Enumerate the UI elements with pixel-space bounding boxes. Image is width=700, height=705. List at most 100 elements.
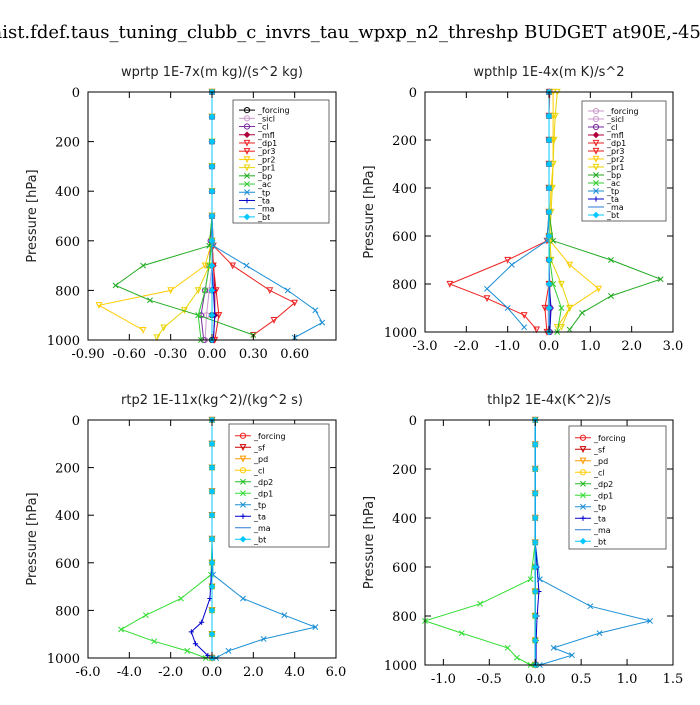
legend-label: _ma bbox=[606, 203, 624, 212]
y-tick-label: 1000 bbox=[47, 652, 80, 667]
legend-label: _pr1 bbox=[606, 163, 624, 172]
legend-marker bbox=[593, 172, 599, 178]
data-point bbox=[531, 441, 539, 448]
y-tick-label: 600 bbox=[392, 561, 417, 576]
legend: _forcing _sf _pd _cl _dp2 _dp1 _tp _ta _ma _bt bbox=[228, 423, 330, 548]
data-point bbox=[504, 305, 511, 311]
legend-marker bbox=[240, 501, 246, 508]
y-tick-label: 400 bbox=[55, 185, 80, 200]
legend-marker bbox=[239, 444, 247, 451]
legend-label: _ac bbox=[606, 179, 620, 188]
y-tick-label: 200 bbox=[392, 463, 417, 478]
legend-item: _pr2 bbox=[239, 155, 275, 164]
legend-label: _dp1 bbox=[257, 139, 277, 148]
legend-label: _pd bbox=[593, 457, 608, 466]
data-point bbox=[595, 285, 603, 293]
data-point bbox=[112, 282, 119, 289]
x-tick-label: 1.0 bbox=[580, 339, 601, 354]
data-point bbox=[281, 612, 288, 619]
legend-marker bbox=[243, 131, 251, 139]
legend-item: _bt bbox=[239, 213, 270, 222]
x-tick-label: 0.0 bbox=[525, 672, 546, 687]
legend-item: _tp bbox=[235, 501, 266, 510]
x-tick-label: -2.0 bbox=[158, 665, 183, 680]
data-point bbox=[208, 163, 216, 170]
legend-label: _ma bbox=[257, 205, 275, 214]
legend-label: _forcing bbox=[593, 434, 626, 443]
legend-marker bbox=[592, 107, 600, 115]
legend-label: _bt bbox=[257, 213, 270, 222]
legend-item: _ta bbox=[235, 512, 266, 521]
data-point bbox=[513, 654, 520, 661]
x-tick-label: 6.0 bbox=[326, 665, 347, 680]
data-point bbox=[483, 295, 491, 303]
data-point bbox=[484, 285, 490, 292]
legend-item: _sicl bbox=[588, 115, 624, 124]
legend-label: _dp1 bbox=[593, 491, 613, 500]
data-point bbox=[508, 261, 515, 268]
data-point bbox=[208, 630, 216, 638]
legend-item: _dp1 bbox=[575, 491, 613, 500]
data-point bbox=[199, 619, 205, 625]
data-point bbox=[531, 465, 539, 473]
data-point bbox=[569, 652, 575, 659]
y-tick-label: 400 bbox=[55, 509, 80, 524]
legend-marker bbox=[593, 188, 599, 194]
x-tick-label: -3.0 bbox=[412, 339, 437, 354]
data-point bbox=[270, 317, 278, 324]
data-point bbox=[550, 136, 558, 144]
series-dp1 bbox=[422, 417, 539, 668]
legend-label: _mfl bbox=[257, 131, 275, 140]
data-point bbox=[545, 208, 553, 216]
legend-marker bbox=[240, 478, 246, 485]
data-point bbox=[151, 638, 158, 645]
x-tick-label: 0.00 bbox=[198, 347, 227, 362]
data-point bbox=[147, 297, 153, 304]
data-point bbox=[566, 304, 574, 312]
legend-label: _ta bbox=[253, 512, 266, 521]
chart-panel-3: rtp2 1E-11x(kg^2)/(kg^2 s) Pressure [hPa]… bbox=[25, 393, 346, 680]
data-point bbox=[208, 262, 216, 269]
legend-label: _cl bbox=[606, 123, 618, 132]
legend-item: _pr1 bbox=[588, 163, 624, 172]
legend-marker bbox=[239, 535, 247, 543]
x-tick-label: 2.0 bbox=[243, 665, 264, 680]
legend-label: _ma bbox=[253, 524, 271, 533]
legend-marker bbox=[592, 147, 600, 155]
series-tp bbox=[484, 89, 552, 331]
legend-item: _cl bbox=[239, 123, 269, 132]
data-point bbox=[312, 307, 319, 314]
legend-item: _dp2 bbox=[575, 480, 613, 489]
legend-label: _mfl bbox=[606, 131, 624, 140]
x-tick-label: -2.0 bbox=[454, 339, 479, 354]
legend-item: _pd bbox=[575, 457, 608, 466]
legend-marker bbox=[592, 155, 600, 163]
y-tick-label: 800 bbox=[392, 610, 417, 625]
legend-label: _pd bbox=[253, 455, 268, 464]
legend-item: _ta bbox=[239, 196, 270, 205]
legend-item: _ma bbox=[588, 203, 624, 212]
data-point bbox=[596, 630, 603, 637]
data-point bbox=[608, 257, 614, 263]
x-tick-label: 2.0 bbox=[621, 339, 642, 354]
legend-label: _sicl bbox=[257, 114, 275, 123]
data-point bbox=[520, 312, 528, 319]
chart-title: wpthlp 1E-4x(m K)/s^2 bbox=[473, 65, 624, 80]
data-point bbox=[208, 440, 216, 448]
x-tick-label: 0.30 bbox=[239, 347, 268, 362]
legend-marker bbox=[240, 513, 246, 519]
data-point bbox=[319, 319, 326, 326]
legend-label: _cl bbox=[253, 466, 265, 475]
data-point bbox=[545, 304, 553, 312]
legend: _forcing _sf _pd _cl _dp2 _dp1 _tp _ta _ma _bt bbox=[568, 425, 667, 550]
data-point bbox=[229, 262, 237, 270]
series-bt bbox=[531, 416, 539, 669]
data-point bbox=[202, 287, 209, 294]
legend-item: _ac bbox=[239, 180, 271, 189]
y-tick-label: 200 bbox=[392, 134, 417, 149]
data-point bbox=[545, 160, 553, 168]
data-point bbox=[558, 305, 565, 311]
x-tick-label: 0.0 bbox=[202, 665, 223, 680]
data-point bbox=[208, 535, 216, 543]
x-tick-label: -1.0 bbox=[431, 672, 456, 687]
